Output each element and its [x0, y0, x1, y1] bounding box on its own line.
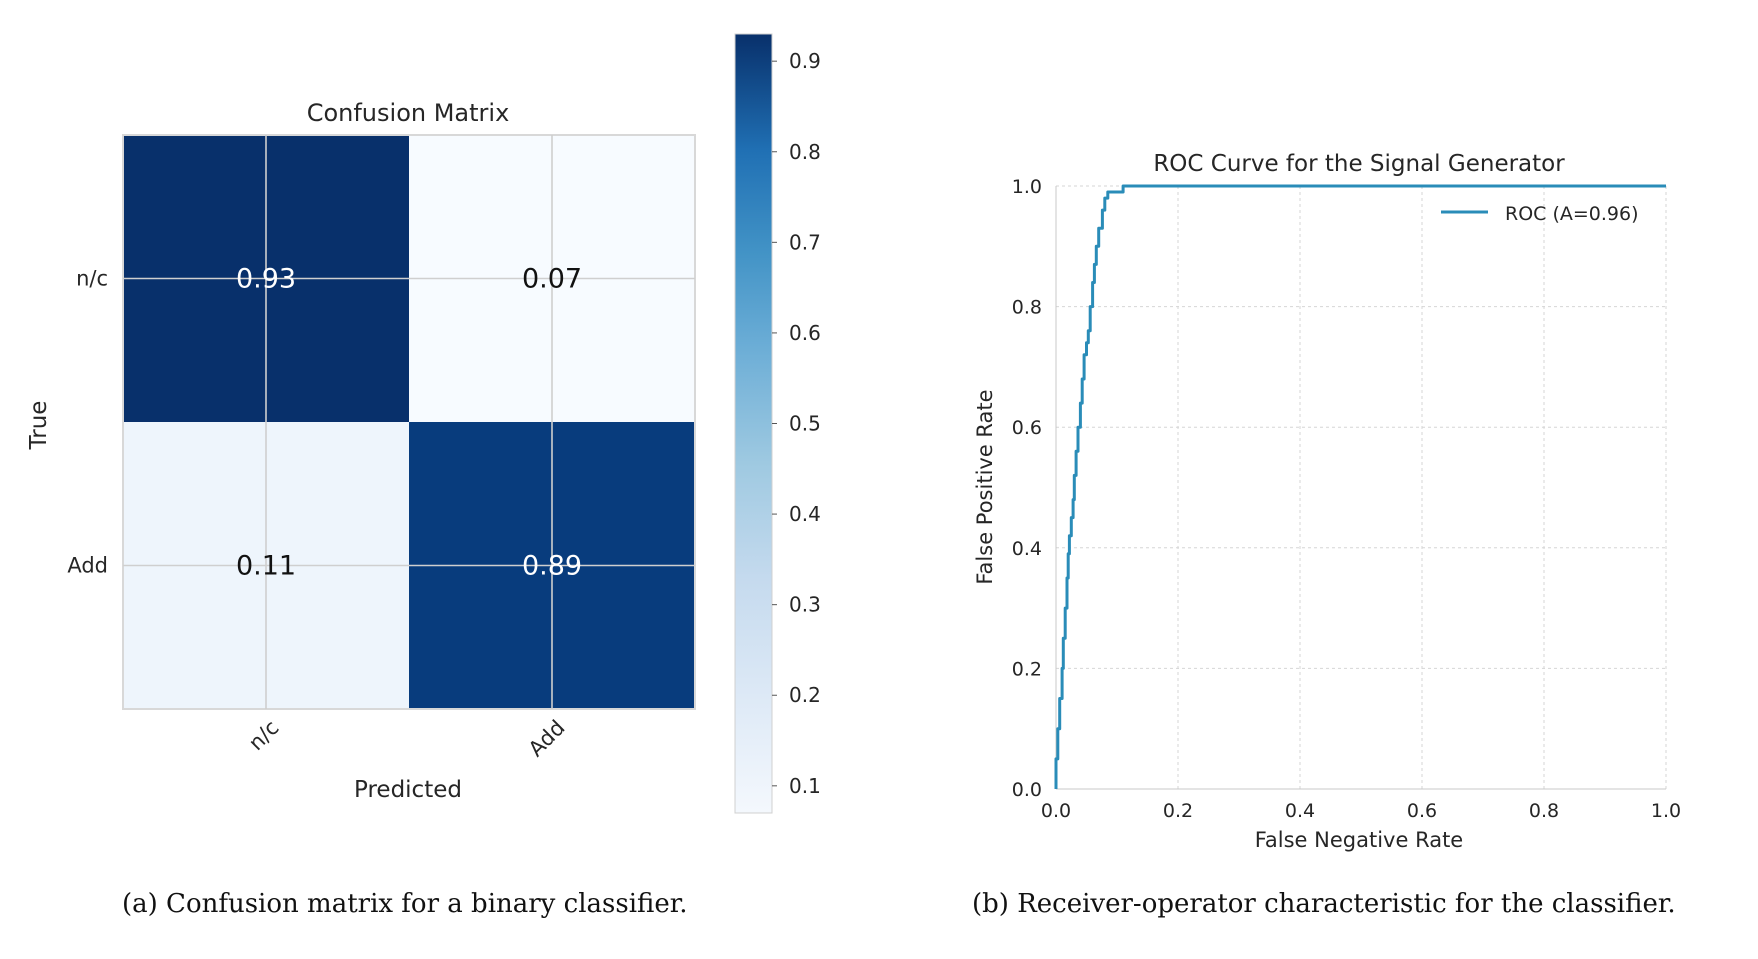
cm-value-label: 0.89	[522, 551, 582, 582]
roc-grid	[1055, 185, 1667, 790]
cm-y-tick-labels: n/c Add	[67, 267, 108, 578]
colorbar-tick-labels: 0.1 0.2 0.3 0.4 0.5 0.6 0.7 0.8 0.9	[772, 49, 821, 798]
roc-y-tick-labels: 0.0 0.2 0.4 0.6 0.8 1.0	[1012, 176, 1042, 801]
colorbar-tick-label: 0.9	[789, 49, 821, 73]
colorbar-tick-label: 0.6	[789, 321, 821, 345]
colorbar-tick-label: 0.5	[789, 412, 821, 436]
roc-y-tick-label: 0.0	[1012, 779, 1042, 801]
roc-y-tick-label: 0.8	[1012, 297, 1042, 319]
cm-y-tick-label: Add	[67, 554, 108, 578]
confusion-matrix-panel: Confusion Matrix 0.93 0.07 0.11 0.89 n/c Add…	[26, 33, 821, 814]
roc-panel: ROC Curve for the Signal Generator 0.0 0.…	[973, 151, 1681, 852]
caption-a: (a) Confusion matrix for a binary classi…	[122, 889, 688, 919]
roc-x-tick-label: 0.2	[1163, 800, 1193, 822]
roc-y-tick-label: 0.2	[1012, 658, 1042, 680]
cm-y-axis-label: True	[26, 401, 52, 451]
cm-value-label: 0.07	[522, 264, 582, 295]
caption-b: (b) Receiver-operator characteristic for…	[972, 889, 1676, 919]
roc-y-tick-label: 0.6	[1012, 417, 1042, 439]
cm-x-axis-label: Predicted	[354, 777, 462, 803]
roc-title: ROC Curve for the Signal Generator	[1153, 151, 1565, 177]
colorbar-tick-label: 0.7	[789, 230, 821, 254]
roc-y-axis-label: False Positive Rate	[973, 389, 997, 584]
cm-y-tick-label: n/c	[76, 267, 108, 291]
colorbar-tick-label: 0.2	[789, 683, 821, 707]
cm-title: Confusion Matrix	[307, 99, 510, 127]
cm-frame	[122, 134, 696, 710]
roc-series-line	[1054, 184, 1666, 789]
cm-cells	[122, 134, 696, 710]
colorbar	[734, 33, 773, 814]
roc-x-tick-label: 0.8	[1529, 800, 1559, 822]
cm-value-labels: 0.93 0.07 0.11 0.89	[236, 264, 582, 582]
roc-x-tick-label: 0.0	[1041, 800, 1071, 822]
cm-grid	[123, 135, 695, 709]
cm-x-tick-label: Add	[524, 716, 570, 762]
roc-x-tick-label: 0.6	[1407, 800, 1437, 822]
roc-y-tick-label: 1.0	[1012, 176, 1042, 198]
roc-plot-area	[1056, 186, 1666, 789]
colorbar-tick-label: 0.8	[789, 140, 821, 164]
colorbar-tick-label: 0.4	[789, 502, 821, 526]
roc-y-tick-label: 0.4	[1012, 538, 1042, 560]
cm-x-tick-label: n/c	[244, 716, 284, 756]
colorbar-tick-label: 0.1	[789, 774, 821, 798]
cm-x-tick-labels: n/c Add	[244, 716, 570, 762]
roc-x-tick-label: 1.0	[1651, 800, 1681, 822]
cm-value-label: 0.11	[236, 551, 296, 582]
roc-x-tick-label: 0.4	[1285, 800, 1315, 822]
roc-x-tick-labels: 0.0 0.2 0.4 0.6 0.8 1.0	[1041, 800, 1681, 822]
cm-value-label: 0.93	[236, 264, 296, 295]
roc-x-axis-label: False Negative Rate	[1255, 828, 1463, 852]
roc-legend-label: ROC (A=0.96)	[1505, 203, 1639, 225]
colorbar-tick-label: 0.3	[789, 593, 821, 617]
